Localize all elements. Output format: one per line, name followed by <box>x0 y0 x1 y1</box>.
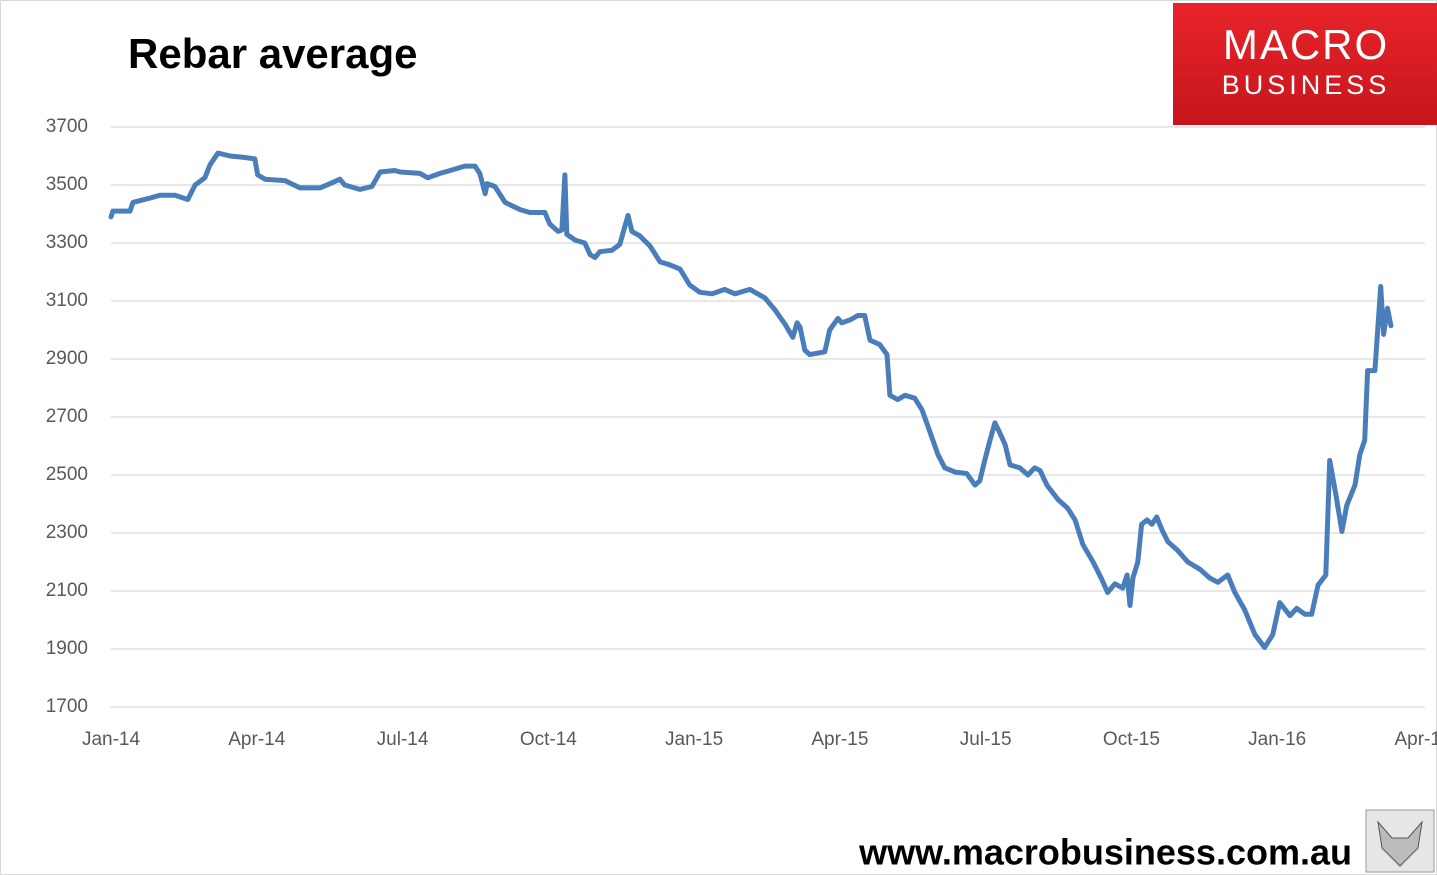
y-tick-label: 3700 <box>46 116 88 137</box>
x-tick-label: Apr-16 <box>1394 729 1437 750</box>
x-tick-label: Apr-15 <box>811 729 868 750</box>
x-tick-label: Oct-15 <box>1103 729 1160 750</box>
y-tick-label: 2100 <box>46 580 88 601</box>
y-tick-label: 2900 <box>46 348 88 369</box>
x-tick-label: Jul-15 <box>960 729 1012 750</box>
logo-bottom: BUSINESS <box>1222 70 1391 100</box>
y-tick-label: 1900 <box>46 638 88 659</box>
wolf-face <box>1377 820 1423 867</box>
y-tick-label: 3300 <box>46 232 88 253</box>
x-tick-label: Apr-14 <box>228 729 285 750</box>
x-tick-label: Oct-14 <box>520 729 577 750</box>
y-tick-label: 2300 <box>46 522 88 543</box>
x-tick-label: Jan-14 <box>82 729 141 750</box>
data-line <box>108 150 1394 650</box>
y-tick-label: 3100 <box>46 290 88 311</box>
y-tick-label: 2700 <box>46 406 88 427</box>
logo-box <box>1173 3 1437 125</box>
y-tick-label: 1700 <box>46 696 88 717</box>
x-tick-label: Jul-14 <box>377 729 429 750</box>
y-tick-label: 3500 <box>46 174 88 195</box>
x-tick-label: Jan-16 <box>1248 729 1306 750</box>
x-tick-label: Jan-15 <box>665 729 723 750</box>
chart-title: Rebar average <box>128 30 418 77</box>
website: www.macrobusiness.com.au <box>858 832 1352 873</box>
y-tick-label: 2500 <box>46 464 88 485</box>
logo-top: MACRO <box>1223 21 1389 68</box>
